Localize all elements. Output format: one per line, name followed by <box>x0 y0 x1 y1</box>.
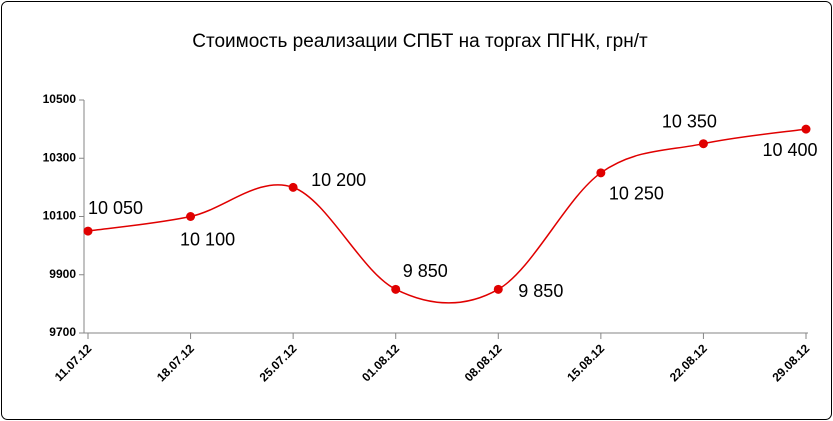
y-tick-label: 10300 <box>43 150 77 164</box>
data-label: 10 050 <box>88 198 143 218</box>
point <box>186 212 196 221</box>
point <box>83 226 93 236</box>
data-label: 10 350 <box>662 111 717 131</box>
point <box>391 284 401 294</box>
data-label: 10 100 <box>180 229 235 249</box>
data-label: 9 850 <box>518 281 563 301</box>
point <box>493 284 503 294</box>
data-label: 10 200 <box>311 170 366 190</box>
point <box>801 124 811 134</box>
y-tick-label: 10100 <box>43 209 77 223</box>
data-label: 9 850 <box>403 261 448 281</box>
point <box>288 182 298 192</box>
point <box>698 139 708 149</box>
data-label: 10 400 <box>762 140 817 160</box>
chart-title: Стоимость реализации СПБТ на торгах ПГНК… <box>192 31 648 52</box>
y-tick-label: 9700 <box>49 325 76 339</box>
line <box>87 128 807 304</box>
point <box>596 168 606 178</box>
y-tick-label: 10500 <box>43 92 77 106</box>
y-tick-label: 9900 <box>49 267 76 281</box>
data-label: 10 250 <box>609 184 664 204</box>
